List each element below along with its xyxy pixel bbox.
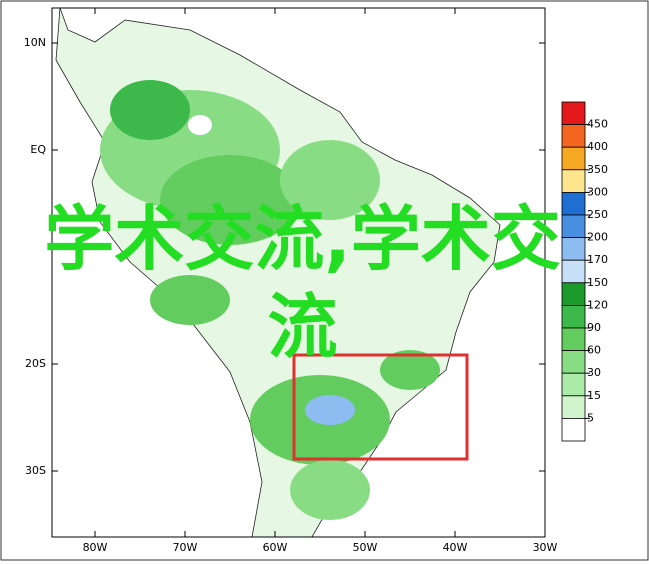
legend-swatch	[561, 395, 586, 419]
x-tick-label: 80W	[83, 541, 108, 554]
legend-label: 60	[587, 344, 601, 357]
legend-swatch	[561, 146, 586, 171]
legend-label: 5	[587, 411, 594, 424]
rain-area	[150, 275, 230, 325]
y-tick-label: 10N	[24, 36, 46, 49]
x-tick-label: 70W	[173, 541, 198, 554]
rain-area	[280, 140, 380, 220]
rain-area	[380, 350, 440, 390]
legend-label: 30	[587, 366, 601, 379]
dry-area	[188, 115, 212, 135]
x-tick-label: 40W	[443, 541, 468, 554]
y-tick-label: 20S	[25, 357, 46, 370]
legend-label: 200	[587, 231, 608, 244]
land	[55, 7, 501, 538]
legend-label: 170	[587, 253, 608, 266]
legend-swatch	[561, 372, 586, 397]
legend-swatch	[561, 169, 586, 193]
highlight-box	[292, 353, 469, 461]
rain-area	[110, 80, 190, 140]
x-tick-label: 50W	[353, 541, 378, 554]
legend-label: 120	[587, 298, 608, 311]
x-tick-label: 30W	[533, 541, 558, 554]
x-tick-label: 60W	[263, 541, 288, 554]
y-tick-label: 30S	[25, 464, 46, 477]
rain-area	[290, 460, 370, 520]
map-frame	[51, 7, 546, 538]
y-tick-label: EQ	[30, 143, 46, 156]
legend-label: 90	[587, 321, 601, 334]
legend-label: 15	[587, 389, 601, 402]
overlay-text: 学术交流,学术交流	[44, 198, 561, 368]
legend-label: 250	[587, 208, 608, 221]
legend-label: 400	[587, 140, 608, 153]
legend-swatch	[561, 124, 586, 148]
rain-area	[305, 395, 355, 425]
legend-label: 150	[587, 276, 608, 289]
legend-label: 300	[587, 185, 608, 198]
rain-area	[160, 155, 300, 245]
legend-label: 350	[587, 163, 608, 176]
legend-swatch	[561, 417, 586, 442]
legend-swatch	[561, 101, 586, 126]
legend-label: 450	[587, 118, 608, 131]
